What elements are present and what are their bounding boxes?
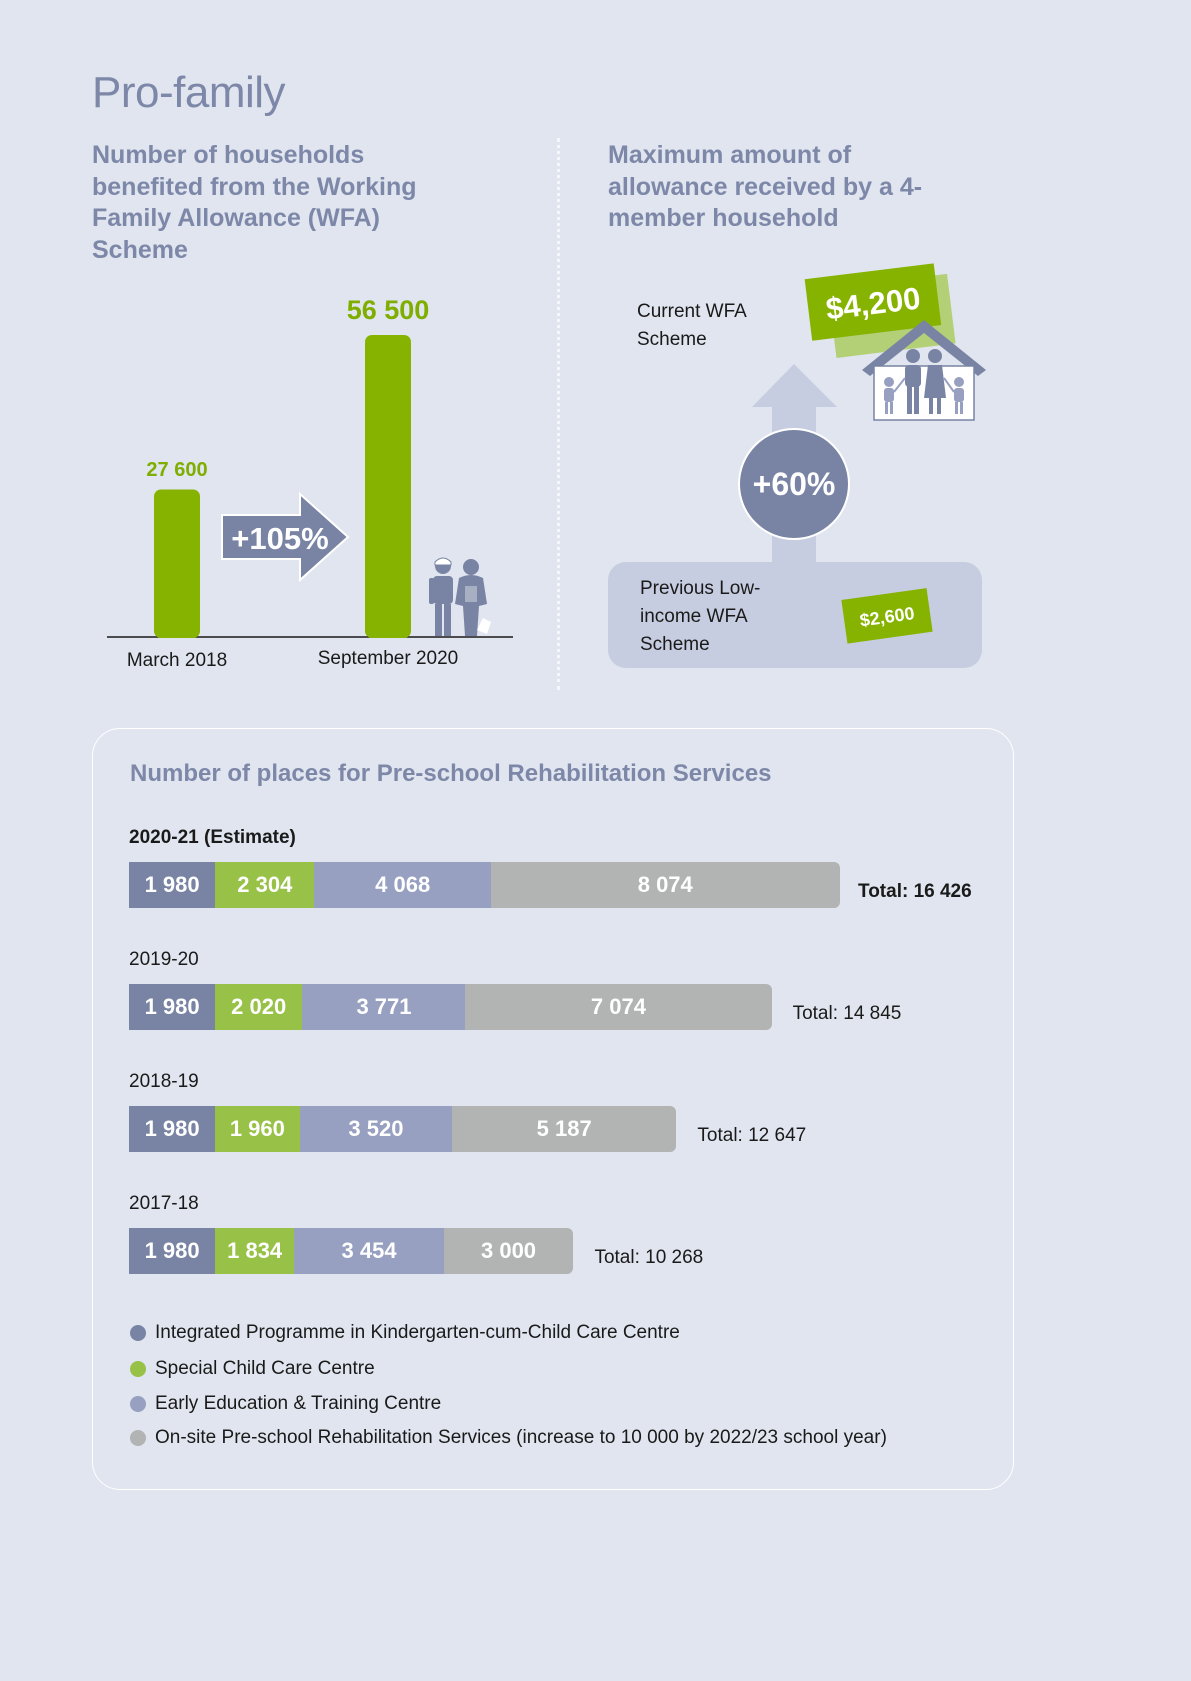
total-label-1: Total: 14 845 [792, 1003, 902, 1024]
wfa-increase-label: +105% [231, 521, 328, 556]
bar-segment-0-1: 2 304 [214, 862, 315, 908]
bar-segment-2-2: 3 520 [299, 1106, 453, 1152]
current-scheme-label: Current WFA Scheme [637, 301, 746, 350]
legend-item-2: Early Education & Training Centre [130, 1393, 441, 1415]
wfa-chart: +105% [107, 335, 513, 638]
previous-scheme-label: Previous Low-income WFA Scheme [640, 578, 761, 655]
total-label-3: Total: 10 268 [594, 1247, 704, 1268]
increase-circle [738, 428, 850, 540]
bar-segment-1-0: 1 980 [129, 984, 216, 1030]
stacked-bar-0: 1 980 2 304 4 068 8 074 [129, 862, 840, 908]
wfa-value-label-1: 56 500 [346, 295, 430, 325]
wfa-heading: Number of households benefited from the … [92, 141, 417, 264]
bar-segment-0-2: 4 068 [314, 862, 491, 908]
wfa-bar-0 [154, 489, 200, 638]
bar-segment-1-1: 2 020 [214, 984, 303, 1030]
bar-segment-1-3: 7 074 [465, 984, 772, 1030]
section-divider [557, 138, 560, 690]
bar-segment-1-2: 3 771 [302, 984, 466, 1030]
wfa-increase-arrow: +105% [221, 491, 350, 583]
allowance-heading: Maximum amount of allowance received by … [608, 141, 923, 232]
places-panel [92, 728, 1014, 1490]
previous-scheme-panel [608, 562, 982, 668]
wfa-category-label-0: March 2018 [126, 650, 228, 671]
wfa-category-label-1: September 2020 [317, 648, 459, 669]
legend-dot-0 [130, 1325, 146, 1341]
workers-icon [429, 557, 491, 636]
legend-dot-2 [130, 1396, 146, 1412]
legend-label-1: Special Child Care Centre [155, 1358, 375, 1379]
year-label-1: 2019-20 [129, 949, 199, 970]
family-house-icon [862, 320, 986, 421]
bar-segment-2-0: 1 980 [129, 1106, 216, 1152]
legend-dot-3 [130, 1430, 146, 1446]
legend-label-2: Early Education & Training Centre [155, 1393, 442, 1414]
stacked-bar-1: 1 980 2 020 3 771 7 074 [129, 984, 772, 1030]
legend-dot-1 [130, 1361, 146, 1377]
legend-item-0: Integrated Programme in Kindergarten-cum… [130, 1322, 680, 1344]
bar-segment-0-0: 1 980 [129, 862, 216, 908]
bar-segment-2-3: 5 187 [451, 1106, 677, 1152]
stacked-bar-2: 1 980 1 960 3 520 5 187 [129, 1106, 677, 1152]
wfa-value-label-0: 27 600 [146, 459, 208, 482]
page-title: Pro-family [92, 68, 286, 117]
bar-segment-3-3: 3 000 [443, 1228, 574, 1274]
year-label-2: 2018-19 [129, 1071, 199, 1092]
stacked-bar-3: 1 980 1 834 3 454 3 000 [129, 1228, 574, 1274]
legend-item-3: On-site Pre-school Rehabilitation Servic… [130, 1427, 887, 1449]
places-title: Number of places for Pre-school Rehabili… [130, 760, 772, 787]
total-label-0: Total: 16 426 [858, 881, 972, 902]
bar-segment-3-1: 1 834 [214, 1228, 295, 1274]
allowance-increase-label: +60% [753, 466, 836, 502]
previous-amount-note: $2,600 [841, 588, 933, 644]
year-label-0: 2020-21 (Estimate) [129, 827, 296, 848]
bar-segment-2-1: 1 960 [214, 1106, 301, 1152]
legend-label-3: On-site Pre-school Rehabilitation Servic… [155, 1427, 887, 1448]
wfa-bar-1 [365, 335, 411, 638]
bar-segment-3-0: 1 980 [129, 1228, 216, 1274]
current-amount-note: $4,200 [804, 263, 956, 358]
legend-label-0: Integrated Programme in Kindergarten-cum… [155, 1322, 680, 1343]
allowance-graphic: +60% $4,200 $2,600 [608, 263, 986, 668]
legend-item-1: Special Child Care Centre [130, 1358, 375, 1380]
total-label-2: Total: 12 647 [697, 1125, 807, 1146]
bar-segment-3-2: 3 454 [294, 1228, 445, 1274]
year-label-3: 2017-18 [129, 1193, 199, 1214]
bar-segment-0-3: 8 074 [490, 862, 840, 908]
